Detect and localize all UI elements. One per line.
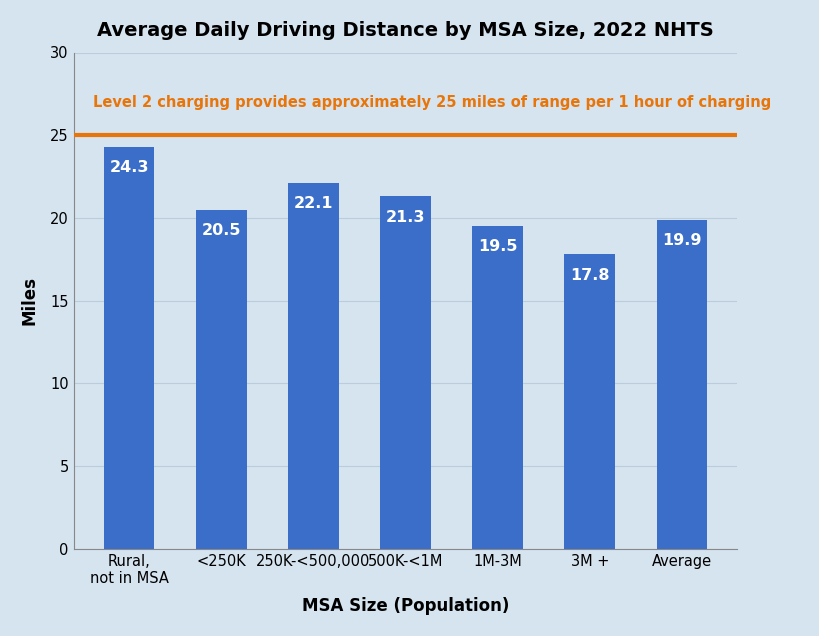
Text: 20.5: 20.5 xyxy=(201,223,241,238)
Text: 19.5: 19.5 xyxy=(477,239,517,254)
Text: 19.9: 19.9 xyxy=(661,233,701,248)
Bar xyxy=(380,197,430,549)
X-axis label: MSA Size (Population): MSA Size (Population) xyxy=(301,597,509,615)
Y-axis label: Miles: Miles xyxy=(20,276,38,325)
Text: 22.1: 22.1 xyxy=(293,197,333,211)
Text: Level 2 charging provides approximately 25 miles of range per 1 hour of charging: Level 2 charging provides approximately … xyxy=(93,95,771,111)
Bar xyxy=(103,147,154,549)
Text: 17.8: 17.8 xyxy=(569,268,609,282)
Bar xyxy=(287,183,338,549)
Bar xyxy=(563,254,614,549)
Title: Average Daily Driving Distance by MSA Size, 2022 NHTS: Average Daily Driving Distance by MSA Si… xyxy=(97,21,713,40)
Bar xyxy=(656,219,706,549)
Bar xyxy=(472,226,523,549)
Text: 24.3: 24.3 xyxy=(109,160,148,175)
Text: 21.3: 21.3 xyxy=(385,210,425,225)
Bar xyxy=(196,210,247,549)
